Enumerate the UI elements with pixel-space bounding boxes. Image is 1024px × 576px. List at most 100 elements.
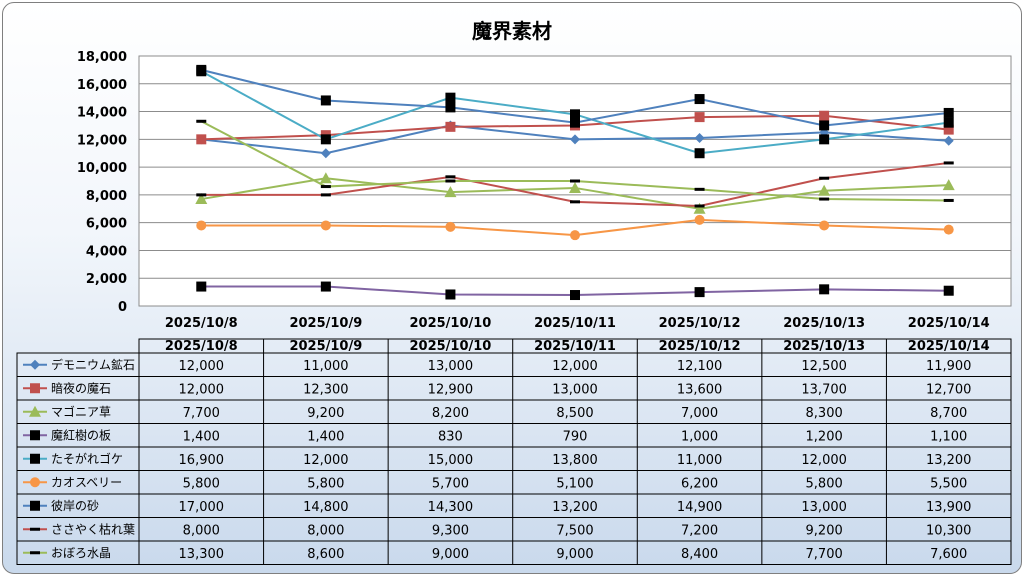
table-cell: 12,000 — [801, 453, 847, 468]
data-point — [445, 221, 456, 232]
data-point — [570, 117, 580, 128]
table-header-label: 2025/10/13 — [783, 339, 865, 354]
table-cell: 12,000 — [552, 359, 598, 374]
x-tick-label: 2025/10/8 — [165, 316, 238, 331]
data-point — [196, 134, 207, 145]
data-point — [195, 193, 208, 205]
table-header-label: 2025/10/9 — [289, 339, 362, 354]
data-point — [569, 181, 581, 193]
x-tick-label: 2025/10/12 — [659, 316, 741, 331]
series-name: たそがれゴケ — [51, 451, 123, 466]
data-point — [819, 120, 830, 131]
series-name: カオスベリー — [51, 475, 122, 489]
table-cell: 1,200 — [806, 429, 843, 444]
data-point — [30, 551, 40, 555]
table-cell: 830 — [438, 429, 463, 444]
data-point — [196, 64, 207, 75]
data-point — [570, 179, 580, 183]
table-cell: 8,600 — [307, 547, 344, 562]
table-cell: 8,000 — [183, 523, 220, 538]
data-point — [694, 132, 705, 143]
table-cell: 12,000 — [179, 382, 225, 397]
data-point — [818, 184, 831, 196]
table-cell: 12,500 — [801, 359, 847, 374]
data-point — [30, 453, 40, 464]
data-point — [942, 179, 955, 191]
table-cell: 12,100 — [677, 359, 723, 374]
table-cell: 13,000 — [552, 382, 598, 397]
data-point — [196, 281, 207, 292]
table-cell: 9,000 — [556, 547, 593, 562]
data-point — [943, 135, 954, 146]
data-point — [445, 121, 456, 132]
table-cell: 8,500 — [556, 406, 593, 421]
data-point — [320, 193, 331, 197]
table-cell: 7,600 — [930, 547, 967, 562]
table-cell: 5,800 — [183, 476, 220, 491]
table-cell: 8,400 — [681, 547, 718, 562]
data-point — [819, 134, 830, 145]
data-table — [16, 352, 1012, 565]
data-point — [30, 527, 40, 531]
data-point — [445, 289, 456, 300]
table-cell: 13,700 — [801, 382, 847, 397]
y-tick-label: 2,000 — [86, 272, 127, 287]
data-point — [30, 430, 40, 441]
data-point — [819, 110, 830, 121]
table-header-label: 2025/10/8 — [165, 339, 238, 354]
data-point — [570, 200, 580, 204]
data-point — [445, 92, 456, 103]
x-tick-label: 2025/10/11 — [534, 316, 616, 331]
data-point — [570, 230, 580, 241]
data-point — [943, 224, 954, 235]
x-tick-label: 2025/10/14 — [908, 316, 990, 331]
y-tick-label: 6,000 — [86, 217, 127, 232]
table-cell: 790 — [563, 429, 588, 444]
table-cell: 9,200 — [307, 406, 344, 421]
data-point — [943, 198, 954, 202]
data-point — [29, 405, 41, 417]
data-point — [943, 117, 954, 128]
data-point — [694, 148, 705, 159]
data-point — [30, 477, 40, 488]
data-point — [320, 134, 331, 145]
table-cell: 12,000 — [303, 453, 349, 468]
table-cell: 13,200 — [926, 453, 972, 468]
table-cell: 9,300 — [432, 523, 469, 538]
table-cell: 17,000 — [179, 500, 225, 515]
x-tick-label: 2025/10/13 — [783, 316, 865, 331]
series-name: デモニウム鉱石 — [51, 357, 135, 372]
data-point — [196, 220, 207, 231]
data-point — [320, 185, 331, 189]
data-point — [196, 193, 207, 197]
data-point — [30, 359, 40, 370]
x-tick-label: 2025/10/10 — [409, 316, 491, 331]
data-point — [320, 95, 331, 106]
table-cell: 11,000 — [677, 453, 723, 468]
table-cell: 16,900 — [179, 453, 225, 468]
data-point — [444, 186, 457, 198]
data-point — [445, 102, 456, 113]
x-tick-label: 2025/10/9 — [289, 316, 362, 331]
table-cell: 14,900 — [677, 500, 723, 515]
table-cell: 12,700 — [926, 382, 972, 397]
table-cell: 5,100 — [556, 476, 593, 491]
table-header-label: 2025/10/14 — [908, 339, 990, 354]
y-tick-label: 14,000 — [77, 106, 127, 121]
data-point — [694, 112, 705, 123]
data-point — [943, 124, 954, 135]
table-cell: 13,200 — [552, 500, 598, 515]
table-cell: 10,300 — [926, 523, 972, 538]
y-tick-label: 12,000 — [77, 133, 127, 148]
series-name: 暗夜の魔石 — [51, 380, 111, 395]
data-point — [694, 204, 705, 208]
table-cell: 13,000 — [428, 359, 474, 374]
table-cell: 13,900 — [926, 500, 972, 515]
table-cell: 14,800 — [303, 500, 349, 515]
y-tick-label: 8,000 — [86, 189, 127, 204]
data-point — [196, 119, 207, 123]
table-cell: 8,000 — [307, 523, 344, 538]
data-point — [819, 220, 830, 231]
table-cell: 12,300 — [303, 382, 349, 397]
y-tick-label: 10,000 — [77, 161, 127, 176]
